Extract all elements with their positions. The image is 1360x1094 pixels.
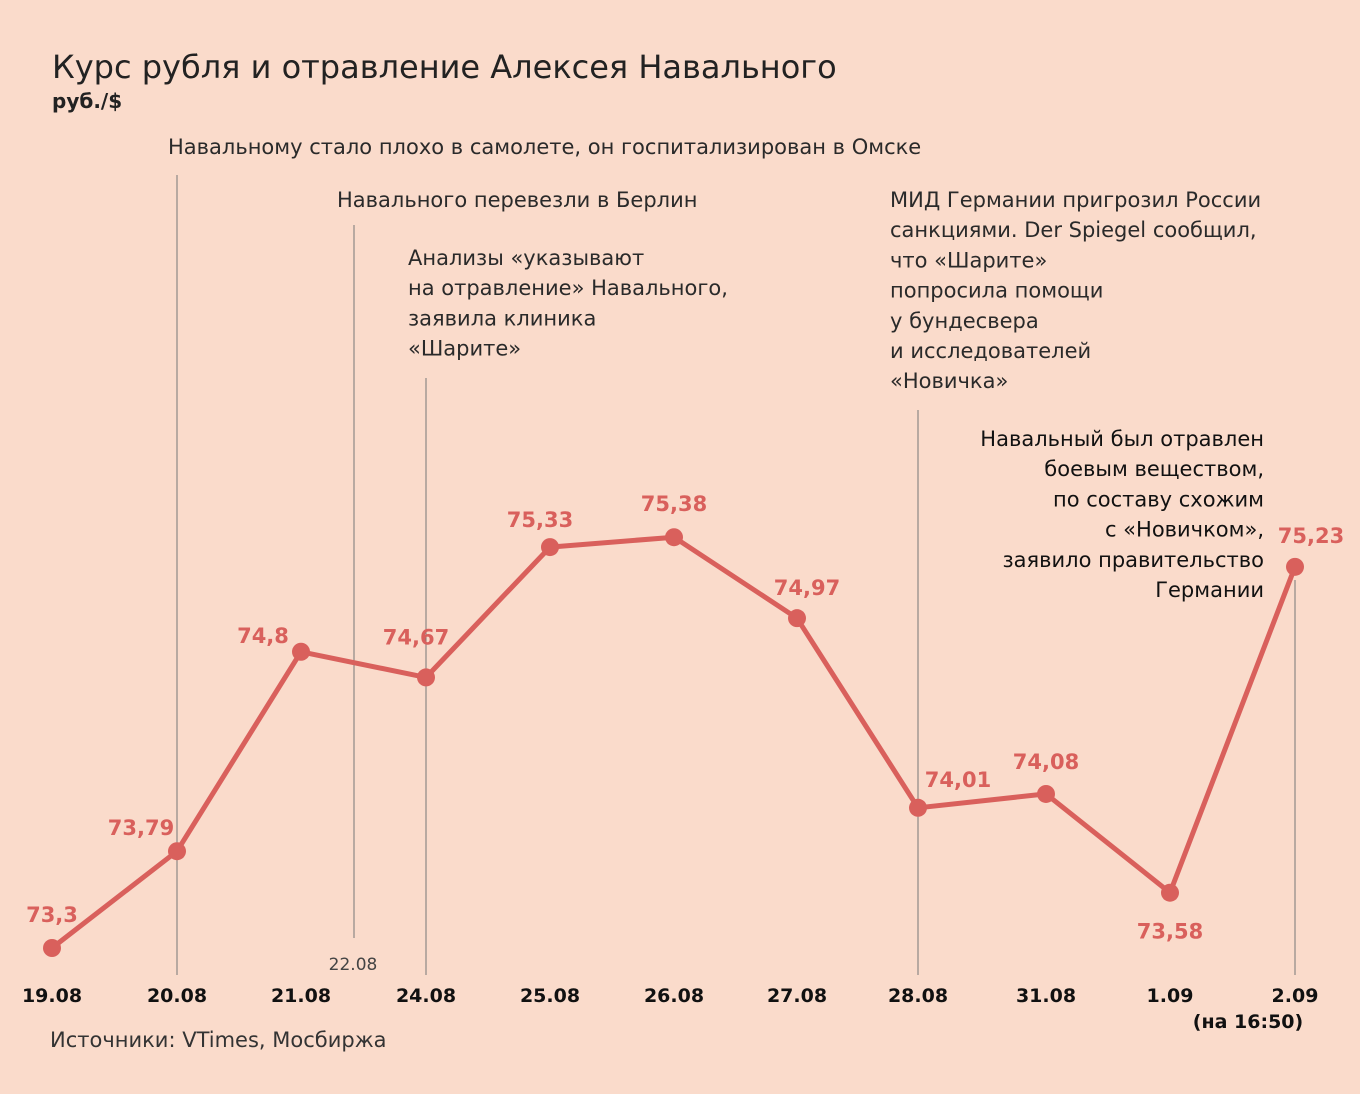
x-tick-label: 21.08 bbox=[271, 985, 331, 1007]
annotation-line: Навальному стало плохо в самолете, он го… bbox=[168, 135, 921, 159]
x-tick-sublabel: (на 16:50) bbox=[1193, 1011, 1303, 1033]
data-label: 73,3 bbox=[26, 903, 78, 927]
annotation-line: попросила помощи bbox=[890, 279, 1103, 303]
annotation-line: «Новичка» bbox=[890, 369, 1008, 393]
data-label: 73,79 bbox=[108, 816, 174, 840]
data-labels: 73,3 73,79 74,8 74,67 75,33 75,38 74,97 74,01 74… bbox=[26, 492, 1344, 944]
data-label: 74,08 bbox=[1013, 750, 1079, 774]
x-tick-label: 24.08 bbox=[396, 985, 456, 1007]
annotation-line: по составу схожим bbox=[1053, 487, 1264, 511]
annotation-line: заявило правительство bbox=[1002, 548, 1264, 572]
data-point bbox=[1286, 557, 1304, 576]
data-label: 75,38 bbox=[641, 492, 707, 516]
annotation-line: Навального перевезли в Берлин bbox=[337, 188, 697, 212]
chart-title: Курс рубля и отравление Алексея Навально… bbox=[52, 48, 837, 86]
data-label: 74,97 bbox=[774, 576, 840, 600]
data-point bbox=[788, 609, 806, 628]
data-label: 75,23 bbox=[1278, 524, 1344, 548]
annotation-line: у бундесвера bbox=[890, 309, 1039, 333]
data-points bbox=[43, 528, 1304, 957]
x-tick-label: 27.08 bbox=[767, 985, 827, 1007]
data-label: 74,8 bbox=[237, 624, 289, 648]
data-point bbox=[1037, 784, 1055, 803]
annotations: Навальному стало плохо в самолете, он го… bbox=[168, 135, 1264, 602]
data-point bbox=[665, 528, 683, 547]
annotation-line: на отравление» Навального, bbox=[408, 276, 728, 300]
x-tick-label: 20.08 bbox=[147, 985, 207, 1007]
data-label: 75,33 bbox=[507, 508, 573, 532]
annotation-line: с «Новичком», bbox=[1105, 518, 1264, 542]
x-axis-ticks: 19.08 20.08 21.08 24.08 25.08 26.08 27.08 28.08… bbox=[22, 985, 1319, 1033]
data-label: 74,01 bbox=[925, 768, 991, 792]
annotation-line: Германии bbox=[1155, 578, 1264, 602]
annotation-line: и исследователей bbox=[890, 339, 1091, 363]
annotation-line: «Шарите» bbox=[408, 337, 521, 361]
data-label: 74,67 bbox=[383, 625, 449, 649]
annotation-line: заявила клиника bbox=[408, 306, 596, 330]
annotation-line: МИД Германии пригрозил России bbox=[890, 188, 1261, 212]
data-point bbox=[1161, 883, 1179, 902]
annotation-line: боевым веществом, bbox=[1044, 457, 1264, 481]
series-line bbox=[50, 534, 1298, 950]
data-point bbox=[541, 538, 559, 557]
data-point bbox=[909, 798, 927, 817]
data-point bbox=[292, 642, 310, 661]
data-label: 73,58 bbox=[1137, 920, 1203, 944]
data-point bbox=[417, 668, 435, 687]
source-note: Источники: VTimes, Мосбиржа bbox=[50, 1028, 386, 1052]
x-tick-label: 19.08 bbox=[22, 985, 82, 1007]
x-tick-22-08: 22.08 bbox=[329, 955, 378, 975]
y-unit-label: руб./$ bbox=[52, 89, 122, 113]
annotation-line: Анализы «указывают bbox=[408, 246, 644, 270]
data-point bbox=[43, 939, 61, 957]
x-tick-label: 1.09 bbox=[1147, 985, 1194, 1007]
annotation-line: санкциями. Der Spiegel сообщил, bbox=[890, 218, 1257, 242]
data-point bbox=[168, 842, 186, 861]
x-tick-label: 31.08 bbox=[1016, 985, 1076, 1007]
annotation-line: Навальный был отравлен bbox=[980, 427, 1264, 451]
x-tick-label: 25.08 bbox=[520, 985, 580, 1007]
x-tick-label: 26.08 bbox=[644, 985, 704, 1007]
x-tick-label: 28.08 bbox=[888, 985, 948, 1007]
annotation-line: что «Шарите» bbox=[890, 248, 1047, 272]
x-tick-label: 2.09 bbox=[1272, 985, 1319, 1007]
